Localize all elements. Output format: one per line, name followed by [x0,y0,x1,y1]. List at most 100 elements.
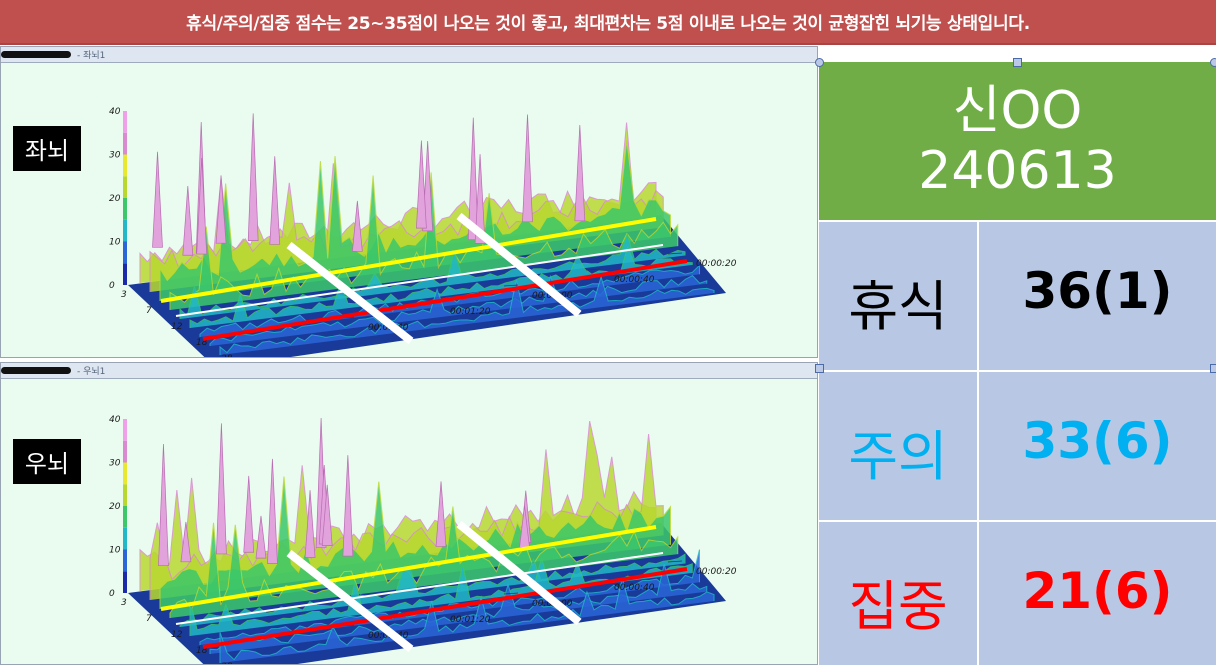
divider [977,220,979,665]
freq-tick-label: 12 [171,630,183,640]
freq-tick-label: 3 [121,598,127,608]
left-brain-panel: - 좌뇌1 40 30 20 10 0 3 7 12 18 28 00:00:20 00:00:40 0… [0,46,818,358]
colorbar-segment [123,176,127,198]
subject-name: 신OO [952,81,1083,141]
spectrum-peak [182,185,194,256]
spectrum-strip [169,172,679,310]
score-table: 신OO 240613 휴식 36(1) 주의 33(6) 집중 21(6) [819,62,1216,665]
divider [819,220,1216,222]
freq-tick-label: 3 [121,290,127,300]
spectrum-peak [215,175,227,244]
freq-tick-label: 18 [196,338,208,348]
spectrum-peak [416,140,427,229]
time-divider [456,212,582,318]
spectrum-peak [216,423,227,555]
subject-date: 240613 [918,141,1117,201]
colorbar-segment [123,111,127,133]
z-tick-label: 10 [109,238,121,248]
right-brain-panel: - 우뇌1 40 30 20 10 03 7 12 18 28 00:00:20 00:00:40 0… [0,362,818,665]
spectrum-peak [351,200,363,252]
spectrum-strip [209,564,708,654]
banner-text: 휴식/주의/집중 점수는 25~35점이 나오는 것이 좋고, 최대편차는 5점… [186,14,1030,34]
subject-box: 신OO 240613 [819,62,1216,220]
attention-score: 33(6) [1022,412,1173,470]
left-brain-spectrogram: 4030201003712182800:00:2000:00:4000:01:0… [109,107,737,358]
resize-handle[interactable] [1210,58,1216,67]
divider [819,520,1216,522]
z-tick-label: 30 [109,151,121,161]
freq-tick-label: 28 [221,662,233,665]
z-tick-label: 30 [109,459,121,469]
resize-handle[interactable] [1013,58,1022,67]
resize-handle[interactable] [1210,364,1216,373]
spectrum-peak [435,481,447,547]
panel-titlebar[interactable]: - 좌뇌1 [1,47,817,63]
time-tick-label: 00:01:20 [450,307,491,317]
red-marker-line [202,259,688,341]
colorbar-segment [123,241,127,264]
spectrum-peak [467,117,479,241]
spectrum-peak [269,156,281,245]
time-tick-label: 00:01:20 [450,615,491,625]
resize-handle[interactable] [815,364,824,373]
time-tick-label: 00:00:20 [696,259,737,269]
freq-tick-label: 12 [171,322,183,332]
spectrum-peak [196,157,208,255]
z-tick-label: 20 [109,502,121,512]
time-divider [456,520,582,626]
white-marker-line [175,244,664,317]
spectrum-peak [243,475,255,553]
white-marker-line [175,552,664,625]
spectrum-strip [179,553,686,627]
redacted-title [1,367,71,374]
rest-score: 36(1) [1022,262,1173,320]
focus-score: 21(6) [1022,562,1173,620]
colorbar-segment [123,219,127,242]
divider [819,370,1216,372]
guidance-banner: 휴식/주의/집중 점수는 25~35점이 나오는 것이 좋고, 최대편차는 5점… [0,0,1216,45]
spectrum-peak [267,458,278,564]
time-tick-label: 00:00:40 [614,275,655,285]
spectrum-peak [247,113,259,242]
time-tick-mark [667,560,683,563]
colorbar-segment [123,549,127,572]
colorbar-segment [123,419,127,441]
resize-handle[interactable] [815,58,824,67]
side-label-right: 우뇌 [13,439,81,484]
colorbar-segment [123,154,127,177]
side-label-left: 좌뇌 [13,126,81,171]
attention-label: 주의 [848,425,948,488]
spectrum-peak [158,444,169,567]
freq-tick-label: 7 [146,306,152,316]
z-tick-label: 0 [109,281,115,291]
time-tick-mark [503,284,519,287]
colorbar-segment [123,527,127,550]
freq-tick-label: 7 [146,614,152,624]
colorbar-segment [123,462,127,485]
redacted-title [1,51,71,58]
spectrum-strip [219,275,715,355]
panel-titlebar[interactable]: - 우뇌1 [1,363,817,379]
colorbar-segment [123,506,127,528]
spectrum-peak [255,515,267,559]
spectrum-peak [522,114,533,223]
spectrum-peak [321,484,333,546]
spectrum-peak [180,521,192,563]
spectrum-peak [304,490,316,558]
z-tick-label: 0 [109,589,115,599]
time-tick-mark [667,252,683,255]
spectrum-strip [169,506,679,618]
focus-label: 집중 [848,575,948,638]
red-marker-line [202,567,688,649]
colorbar-segment [123,440,127,463]
panel-title: - 우뇌1 [77,367,106,377]
freq-tick-label: 28 [221,354,233,358]
spectrum-peak [574,124,586,222]
z-tick-label: 10 [109,546,121,556]
spectrum-peak [152,151,163,248]
panel-title: - 좌뇌1 [77,51,106,61]
spectrum-strip [159,140,671,301]
colorbar-segment [123,484,127,506]
right-brain-spectrogram: 4030201003712182800:00:2000:00:4000:01:0… [109,415,737,665]
